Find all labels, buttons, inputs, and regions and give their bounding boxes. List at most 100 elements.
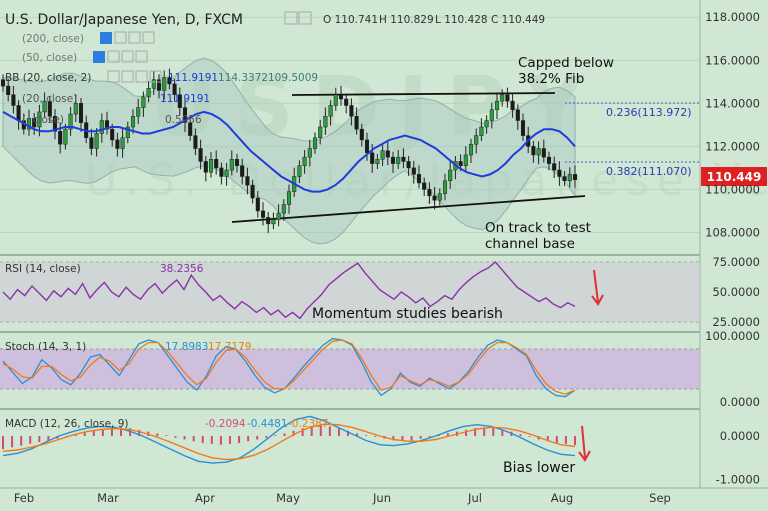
month-tick-label: Mar bbox=[97, 491, 119, 505]
candle bbox=[401, 156, 406, 162]
legend-ema[interactable]: (, close) 0.5056 bbox=[22, 114, 202, 126]
candle bbox=[375, 159, 380, 164]
price-tick-label: 116.0000 bbox=[705, 53, 760, 67]
rsi-down-arrow bbox=[591, 269, 604, 306]
ohlc-o: O 110.741 bbox=[323, 14, 378, 26]
candle bbox=[468, 143, 474, 156]
more-icon[interactable] bbox=[135, 70, 148, 83]
close-icon[interactable] bbox=[121, 70, 134, 83]
candle bbox=[234, 159, 240, 166]
rsi-line bbox=[2, 261, 576, 320]
rsi-tick-label: 75.0000 bbox=[712, 255, 760, 269]
candle bbox=[32, 118, 37, 128]
y-axis-ticks: 118.0000 116.0000 114.0000 112.0000 110.0000… bbox=[705, 10, 760, 486]
stoch-k-value: 17.8983 bbox=[165, 341, 208, 353]
candle bbox=[99, 120, 104, 134]
candle bbox=[567, 174, 572, 182]
channel-base-line bbox=[231, 195, 586, 223]
candle bbox=[203, 161, 208, 173]
visibility-icon[interactable] bbox=[93, 51, 105, 63]
close-icon[interactable] bbox=[128, 31, 141, 44]
candle bbox=[214, 159, 219, 169]
candle bbox=[120, 137, 125, 149]
legend-sma200[interactable]: (200, close) bbox=[3, 31, 155, 46]
candle bbox=[266, 217, 271, 225]
svg-text:(, close): (, close) bbox=[22, 114, 64, 126]
candle bbox=[271, 219, 276, 225]
candle bbox=[364, 139, 370, 154]
candle bbox=[422, 182, 427, 190]
candle bbox=[531, 146, 536, 156]
candle bbox=[307, 148, 312, 158]
price-tick-label: 110.0000 bbox=[705, 182, 760, 196]
candle bbox=[338, 94, 344, 100]
stoch-k-line bbox=[2, 337, 576, 398]
candle bbox=[115, 139, 120, 149]
candle bbox=[42, 100, 47, 113]
candle bbox=[286, 191, 292, 205]
stoch-tick-label: 0.0000 bbox=[720, 395, 760, 409]
month-tick-label: Jul bbox=[467, 491, 482, 505]
candle bbox=[281, 204, 286, 214]
candle bbox=[276, 212, 281, 220]
close-icon[interactable] bbox=[121, 50, 134, 63]
current-price-tag: 110.449 bbox=[701, 167, 767, 186]
legend-sma50[interactable]: (50, close) bbox=[22, 50, 148, 64]
grid bbox=[0, 16, 700, 233]
more-icon[interactable] bbox=[142, 31, 155, 44]
y-axis-area bbox=[700, 0, 768, 511]
rsi-tick-label: 50.0000 bbox=[712, 285, 760, 299]
candle bbox=[385, 150, 390, 158]
annotation-capped-2: 38.2% Fib bbox=[518, 71, 584, 87]
ohlc-c: C 110.449 bbox=[491, 14, 545, 26]
stoch-d-value: 17.7179 bbox=[208, 341, 251, 353]
svg-text:111.9191: 111.9191 bbox=[160, 93, 210, 105]
bollinger-band-fill bbox=[2, 57, 576, 245]
candle bbox=[182, 107, 188, 123]
visibility-icon[interactable] bbox=[100, 32, 112, 44]
settings-icon[interactable] bbox=[114, 31, 127, 44]
annotation-capped-1: Capped below bbox=[518, 55, 614, 71]
candle bbox=[193, 135, 198, 149]
candle bbox=[26, 118, 32, 130]
more-icon[interactable] bbox=[135, 50, 148, 63]
annotation-momentum: Momentum studies bearish bbox=[312, 306, 503, 322]
annotation-track-2: channel base bbox=[485, 236, 575, 252]
candle bbox=[500, 94, 505, 102]
svg-text:110.449: 110.449 bbox=[707, 170, 762, 184]
candle bbox=[432, 195, 437, 201]
candle bbox=[172, 83, 177, 95]
candle bbox=[11, 94, 16, 106]
x-axis-ticks: Feb Mar Apr May Jun Jul Aug Sep bbox=[14, 491, 671, 505]
settings-icon[interactable] bbox=[107, 50, 120, 63]
candle bbox=[390, 156, 396, 164]
settings-icon[interactable] bbox=[107, 70, 120, 83]
candle bbox=[312, 137, 318, 149]
candle bbox=[354, 115, 359, 130]
legend-ma20[interactable]: (20, close) 111.9191 bbox=[22, 93, 210, 105]
candle bbox=[167, 77, 172, 85]
candle bbox=[448, 169, 453, 182]
stoch-zone bbox=[0, 349, 700, 389]
visibility-icon[interactable] bbox=[149, 70, 162, 83]
candle bbox=[240, 165, 245, 177]
legend-bb[interactable]: BB (20, close, 2) 111.9191 114.3372 109.… bbox=[5, 70, 318, 84]
price-tick-label: 108.0000 bbox=[705, 225, 760, 239]
candle bbox=[515, 109, 520, 121]
candle bbox=[219, 167, 224, 177]
candle bbox=[458, 161, 463, 166]
month-tick-label: Apr bbox=[195, 491, 215, 505]
candle bbox=[411, 167, 416, 175]
candle bbox=[89, 137, 94, 149]
rsi-zone bbox=[0, 262, 700, 322]
candle bbox=[333, 94, 338, 106]
candle bbox=[510, 100, 515, 111]
candle bbox=[0, 79, 6, 87]
stoch-label: Stoch (14, 3, 1) bbox=[5, 341, 86, 353]
svg-text:BB (20, close, 2): BB (20, close, 2) bbox=[5, 72, 91, 84]
candle bbox=[73, 103, 78, 115]
candle bbox=[474, 135, 479, 145]
month-tick-label: Jun bbox=[372, 491, 391, 505]
candle bbox=[318, 126, 323, 139]
header-toolbar[interactable] bbox=[284, 11, 312, 25]
